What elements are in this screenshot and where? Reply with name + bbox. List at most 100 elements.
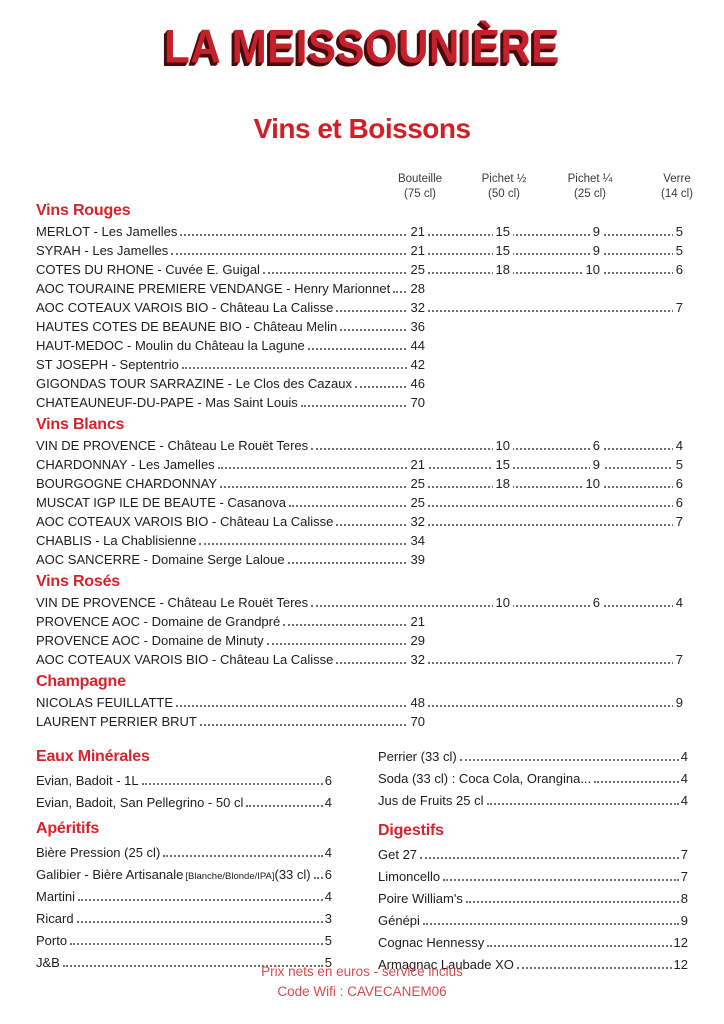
dot-leader — [171, 253, 690, 255]
dot-leader — [246, 805, 323, 807]
price-value: 4 — [324, 889, 332, 904]
column-label: Verre — [663, 173, 691, 185]
menu-row: Get 27 7 — [378, 844, 688, 866]
column-sublabel: (50 cl) — [488, 188, 520, 200]
dot-leader — [443, 879, 679, 881]
item-name: Ricard — [36, 911, 74, 926]
price-value: 8 — [680, 891, 688, 906]
dot-leader — [78, 899, 323, 901]
price-value: 25 — [407, 260, 428, 279]
dot-leader — [313, 877, 323, 879]
price-value: 12 — [673, 935, 688, 950]
price-value: 42 — [407, 355, 428, 374]
footer-prices-note: Prix nets en euros - service inclus — [261, 964, 463, 979]
price-value: 18 — [492, 474, 513, 493]
price-value: 4 — [324, 845, 332, 860]
menu-row: J&B 5 — [36, 952, 332, 974]
item-name: AOC TOURAINE PREMIERE VENDANGE - Henry M… — [36, 279, 394, 298]
menu-row: LAURENT PERRIER BRUT 70 — [36, 712, 690, 731]
dot-leader — [300, 405, 426, 407]
item-name: LAURENT PERRIER BRUT — [36, 712, 200, 731]
price-value: 6 — [589, 593, 603, 612]
price-value: 36 — [407, 317, 428, 336]
price-value: 7 — [680, 847, 688, 862]
menu-row: Bière Pression (25 cl) 4 — [36, 842, 332, 864]
menu-row: Evian, Badoit, San Pellegrino - 50 cl 4 — [36, 792, 332, 814]
price-value: 7 — [672, 298, 690, 317]
menu-row: Limoncello 7 — [378, 866, 688, 888]
column-label: Pichet ½ — [481, 173, 527, 185]
menu-row: Galibier - Bière Artisanale [Blanche/Blon… — [36, 864, 332, 886]
price-value: 21 — [407, 222, 428, 241]
price-value: 25 — [407, 493, 428, 512]
wine-section: Vins Rouges MERLOT - Les Jamelles 21 15 9 5 SY… — [36, 198, 690, 412]
price-value: 25 — [407, 474, 428, 493]
menu-row: Evian, Badoit - 1L 6 — [36, 770, 332, 792]
menu-row: AOC COTEAUX VAROIS BIO - Château La Cali… — [36, 512, 690, 531]
item-name: Limoncello — [378, 869, 441, 884]
dot-leader — [354, 386, 426, 388]
bottom-group: Apéritifs Bière Pression (25 cl) 4 Galibier… — [36, 820, 332, 974]
footer-wifi-code: Code Wifi : CAVECANEM06 — [277, 984, 447, 999]
item-name: Bière Pression (25 cl) — [36, 845, 161, 860]
menu-row: AOC COTEAUX VAROIS BIO - Château La Cali… — [36, 650, 690, 669]
dot-leader — [76, 921, 323, 923]
restaurant-title: LA MEISSOUNIÈRE — [164, 20, 560, 73]
column-sublabel: (14 cl) — [661, 188, 693, 200]
price-value: 6 — [589, 436, 603, 455]
dot-leader — [199, 724, 426, 726]
menu-row: Martini 4 — [36, 886, 332, 908]
price-value: 9 — [672, 693, 690, 712]
dot-leader — [516, 967, 672, 969]
menu-row: AOC COTEAUX VAROIS BIO - Château La Cali… — [36, 298, 690, 317]
price-value: 7 — [680, 869, 688, 884]
item-name: MERLOT - Les Jamelles — [36, 222, 181, 241]
dot-leader — [180, 234, 690, 236]
price-value: 3 — [324, 911, 332, 926]
price-value: 7 — [672, 512, 690, 531]
menu-row: BOURGOGNE CHARDONNAY 25 18 10 6 — [36, 474, 690, 493]
price-value: 32 — [407, 298, 428, 317]
price-value: 15 — [492, 241, 513, 260]
section-title: Vins Blancs — [36, 416, 125, 433]
wine-section: Champagne NICOLAS FEUILLATTE 48 9 LAURENT PE… — [36, 669, 690, 731]
wine-sections: Vins Rouges MERLOT - Les Jamelles 21 15 9 5 SY… — [36, 198, 690, 731]
column-header-bouteille: Bouteille (75 cl) — [398, 172, 442, 202]
menu-row: Ricard 3 — [36, 908, 332, 930]
section-title: Digestifs — [378, 822, 444, 839]
dot-leader — [141, 783, 323, 785]
item-name: Jus de Fruits 25 cl — [378, 793, 484, 808]
price-value: 44 — [407, 336, 428, 355]
footer: Prix nets en euros - service inclus Code… — [0, 962, 724, 1002]
column-label: Bouteille — [397, 173, 443, 185]
price-value: 32 — [407, 650, 428, 669]
price-value: 46 — [407, 374, 428, 393]
column-header-pichet-demi: Pichet ½ (50 cl) — [482, 172, 527, 202]
bottom-group: Perrier (33 cl) 4 Soda (33 cl) : Coca Cola… — [378, 746, 688, 812]
section-title: Vins Rosés — [36, 573, 120, 590]
price-value: 15 — [492, 222, 513, 241]
price-value: 10 — [582, 260, 603, 279]
section-title: Vins Rouges — [36, 202, 131, 219]
dot-leader — [220, 486, 690, 488]
item-name: Génépi — [378, 913, 420, 928]
item-name: PROVENCE AOC - Domaine de Minuty — [36, 631, 267, 650]
item-name: Armagnac Laubade XO — [378, 957, 514, 972]
item-name: ST JOSEPH - Septentrio — [36, 355, 182, 374]
price-value: 7 — [672, 650, 690, 669]
dot-leader — [594, 781, 679, 783]
price-value: 48 — [407, 693, 428, 712]
item-name: BOURGOGNE CHARDONNAY — [36, 474, 221, 493]
column-sublabel: (75 cl) — [404, 188, 436, 200]
menu-row: CHATEAUNEUF-DU-PAPE - Mas Saint Louis 70 — [36, 393, 690, 412]
menu-row: MERLOT - Les Jamelles 21 15 9 5 — [36, 222, 690, 241]
menu-row: CHARDONNAY - Les Jamelles 21 15 9 5 — [36, 455, 690, 474]
price-column-headers: Bouteille (75 cl) Pichet ½ (50 cl) Piche… — [36, 172, 693, 206]
page-title: Vins et Boissons — [253, 113, 471, 144]
column-header-verre: Verre (14 cl) — [661, 172, 693, 202]
item-name: AOC COTEAUX VAROIS BIO - Château La Cali… — [36, 512, 337, 531]
item-name: SYRAH - Les Jamelles — [36, 241, 172, 260]
item-name: Porto — [36, 933, 68, 948]
item-name: AOC COTEAUX VAROIS BIO - Château La Cali… — [36, 298, 337, 317]
